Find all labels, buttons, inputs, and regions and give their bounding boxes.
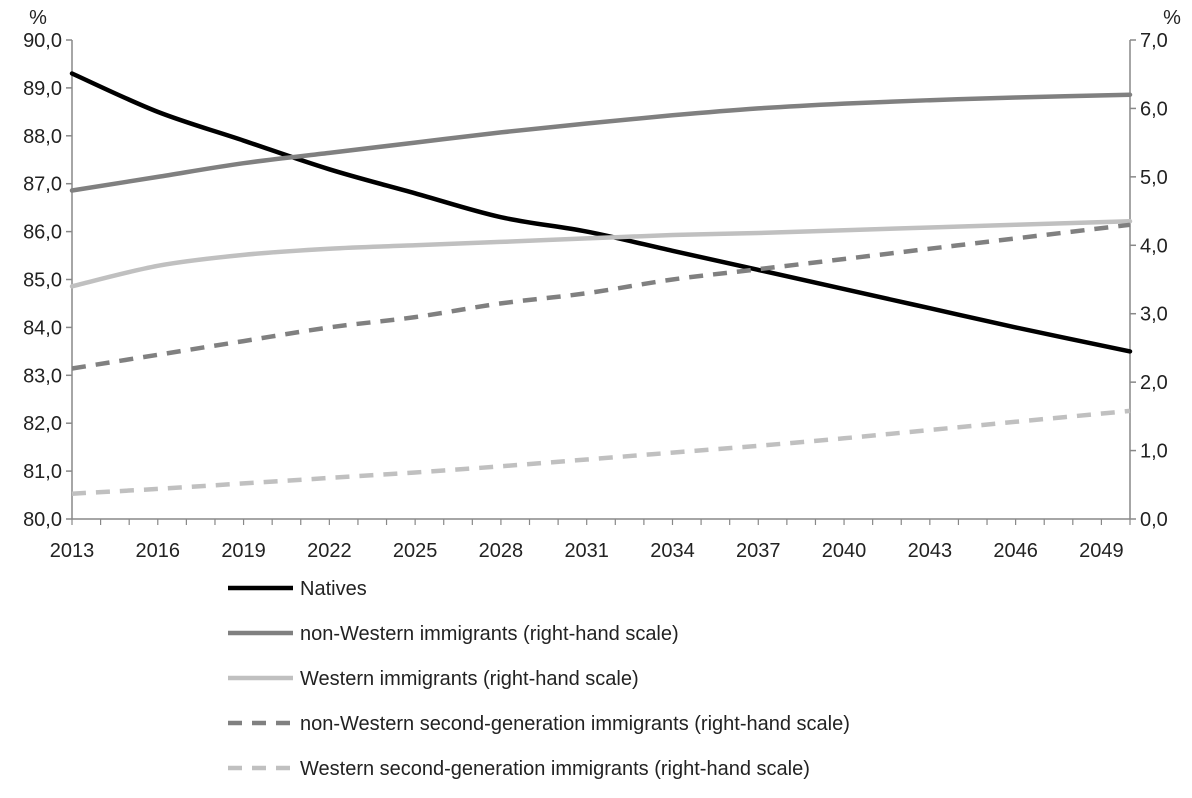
right-tick-label: 5,0 bbox=[1140, 167, 1168, 189]
x-tick-label: 2022 bbox=[307, 540, 352, 562]
right-tick-label: 4,0 bbox=[1140, 235, 1168, 257]
right-axis-unit: % bbox=[1163, 7, 1181, 29]
series-line-1 bbox=[69, 92, 1133, 193]
left-tick-label: 84,0 bbox=[23, 317, 62, 339]
x-tick-label: 2028 bbox=[479, 540, 524, 562]
legend-label-2: Western immigrants (right-hand scale) bbox=[300, 668, 639, 690]
series-group bbox=[69, 71, 1133, 496]
right-tick-label: 0,0 bbox=[1140, 509, 1168, 531]
left-tick-label: 86,0 bbox=[23, 222, 62, 244]
left-tick-label: 83,0 bbox=[23, 365, 62, 387]
series-line-3 bbox=[71, 222, 1131, 371]
left-tick-label: 85,0 bbox=[23, 270, 62, 292]
right-tick-label: 6,0 bbox=[1140, 98, 1168, 120]
series-line-4 bbox=[71, 408, 1131, 496]
legend-label-4: Western second-generation immigrants (ri… bbox=[300, 758, 810, 780]
x-tick-label: 2043 bbox=[908, 540, 953, 562]
x-tick-label: 2019 bbox=[221, 540, 266, 562]
axes-group: 80,0 81,0 82,0 83,0 84,0 85,0 86,0 87,0 88,0 89,0… bbox=[23, 30, 1168, 562]
x-tick-label: 2025 bbox=[393, 540, 438, 562]
x-tick-label: 2031 bbox=[564, 540, 609, 562]
legend-label-0: Natives bbox=[300, 578, 367, 600]
x-tick-label: 2040 bbox=[822, 540, 867, 562]
x-tick-label: 2049 bbox=[1079, 540, 1124, 562]
legend-label-3: non-Western second-generation immigrants… bbox=[300, 713, 850, 735]
left-tick-label: 89,0 bbox=[23, 78, 62, 100]
left-tick-label: 82,0 bbox=[23, 413, 62, 435]
x-tick-label: 2034 bbox=[650, 540, 695, 562]
x-tick-label: 2046 bbox=[993, 540, 1038, 562]
series-line-2 bbox=[69, 219, 1133, 289]
right-tick-label: 3,0 bbox=[1140, 304, 1168, 326]
left-tick-label: 87,0 bbox=[23, 174, 62, 196]
left-tick-label: 90,0 bbox=[23, 30, 62, 52]
legend-label-1: non-Western immigrants (right-hand scale… bbox=[300, 623, 679, 645]
left-tick-label: 81,0 bbox=[23, 461, 62, 483]
right-tick-label: 2,0 bbox=[1140, 372, 1168, 394]
x-tick-label: 2037 bbox=[736, 540, 781, 562]
left-tick-label: 80,0 bbox=[23, 509, 62, 531]
right-tick-label: 1,0 bbox=[1140, 441, 1168, 463]
series-line-0 bbox=[69, 71, 1133, 354]
left-axis-unit: % bbox=[29, 7, 47, 29]
x-tick-label: 2013 bbox=[50, 540, 95, 562]
left-tick-label: 88,0 bbox=[23, 126, 62, 148]
legend: Natives non-Western immigrants (right-han… bbox=[228, 578, 850, 780]
x-tick-label: 2016 bbox=[136, 540, 181, 562]
right-tick-label: 7,0 bbox=[1140, 30, 1168, 52]
